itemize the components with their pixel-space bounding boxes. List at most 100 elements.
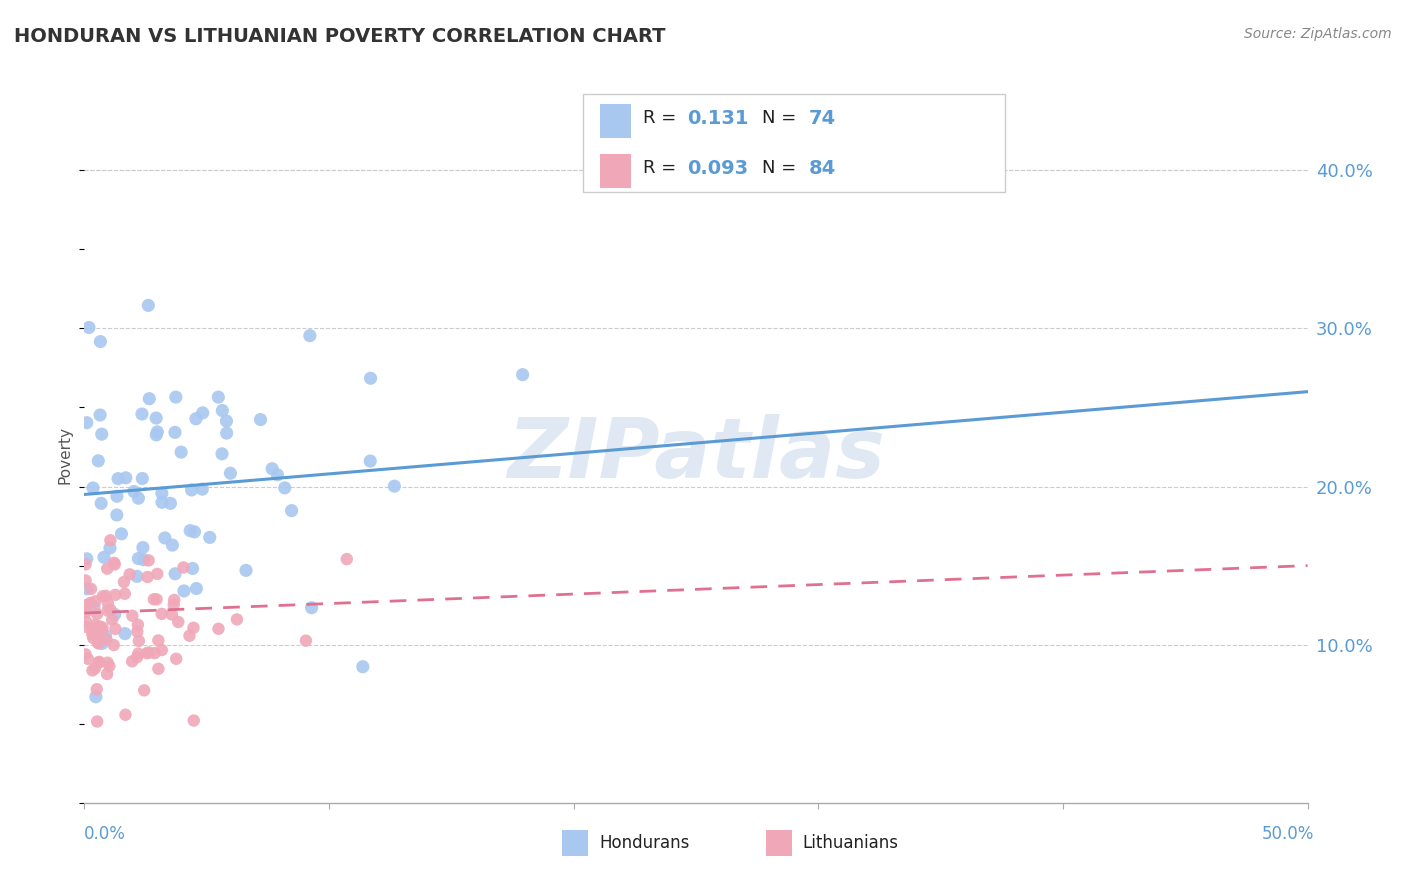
- Point: [96, 632, 118, 647]
- Point: [82, 624, 104, 638]
- Point: [207, 622, 229, 636]
- Point: [105, 489, 128, 503]
- Point: [280, 503, 302, 517]
- Point: [183, 621, 205, 635]
- Point: [167, 615, 190, 629]
- Point: [114, 471, 136, 485]
- Point: [143, 646, 166, 660]
- Point: [76, 582, 98, 596]
- Y-axis label: Poverty: Poverty: [58, 425, 73, 484]
- Point: [352, 659, 374, 673]
- Point: [512, 368, 534, 382]
- Point: [172, 560, 194, 574]
- Point: [127, 551, 149, 566]
- Point: [136, 298, 159, 312]
- Text: 84: 84: [808, 159, 835, 178]
- Point: [83, 600, 105, 615]
- Point: [84, 618, 107, 632]
- Point: [163, 425, 186, 440]
- Point: [131, 471, 153, 485]
- Point: [86, 621, 108, 635]
- Point: [100, 533, 122, 548]
- Point: [180, 483, 202, 497]
- Point: [135, 646, 157, 660]
- Point: [207, 390, 229, 404]
- Text: N =: N =: [762, 109, 801, 127]
- Point: [184, 411, 207, 425]
- Text: 0.0%: 0.0%: [84, 825, 127, 843]
- Point: [104, 607, 127, 622]
- Point: [96, 667, 118, 681]
- Point: [86, 682, 108, 697]
- Point: [104, 588, 127, 602]
- Point: [148, 662, 170, 676]
- Point: [112, 574, 135, 589]
- Text: 74: 74: [808, 109, 835, 128]
- Point: [97, 656, 120, 670]
- Point: [359, 454, 381, 468]
- Point: [160, 607, 183, 622]
- Point: [84, 661, 107, 675]
- Text: ZIPatlas: ZIPatlas: [508, 415, 884, 495]
- Point: [226, 612, 249, 626]
- Point: [98, 659, 121, 673]
- Point: [191, 406, 214, 420]
- Point: [97, 603, 120, 617]
- Point: [87, 636, 110, 650]
- Point: [80, 582, 103, 596]
- Point: [211, 447, 233, 461]
- Point: [86, 607, 108, 621]
- Point: [249, 412, 271, 426]
- Point: [89, 624, 111, 638]
- Point: [104, 558, 127, 572]
- Text: R =: R =: [643, 109, 682, 127]
- Point: [89, 619, 111, 633]
- Point: [191, 482, 214, 496]
- Point: [162, 538, 184, 552]
- Point: [91, 636, 114, 650]
- Point: [179, 524, 201, 538]
- Point: [121, 654, 143, 668]
- Point: [87, 636, 110, 650]
- Point: [82, 631, 104, 645]
- Point: [165, 390, 187, 404]
- Point: [90, 496, 112, 510]
- Point: [146, 566, 169, 581]
- Point: [134, 683, 156, 698]
- Point: [75, 615, 97, 629]
- Point: [89, 655, 111, 669]
- Point: [179, 629, 201, 643]
- Point: [336, 552, 359, 566]
- Point: [128, 634, 150, 648]
- Point: [127, 624, 149, 639]
- Point: [89, 334, 111, 349]
- Point: [186, 582, 208, 596]
- Point: [138, 553, 160, 567]
- Point: [295, 633, 318, 648]
- Text: Hondurans: Hondurans: [599, 834, 689, 852]
- Point: [181, 561, 204, 575]
- Point: [136, 570, 159, 584]
- Point: [75, 574, 97, 588]
- Point: [86, 629, 108, 643]
- Point: [82, 627, 104, 641]
- Point: [75, 620, 97, 634]
- Point: [298, 328, 321, 343]
- Point: [150, 486, 173, 500]
- Point: [96, 562, 118, 576]
- Point: [91, 624, 114, 638]
- Point: [183, 524, 205, 539]
- Point: [105, 508, 128, 522]
- Point: [142, 592, 165, 607]
- Point: [75, 648, 97, 662]
- Point: [138, 645, 160, 659]
- Point: [165, 652, 187, 666]
- Point: [215, 426, 238, 441]
- Point: [94, 589, 117, 603]
- Point: [84, 594, 107, 608]
- Point: [148, 633, 170, 648]
- Point: [170, 445, 193, 459]
- Point: [103, 556, 125, 570]
- Point: [114, 707, 136, 722]
- Point: [75, 598, 97, 612]
